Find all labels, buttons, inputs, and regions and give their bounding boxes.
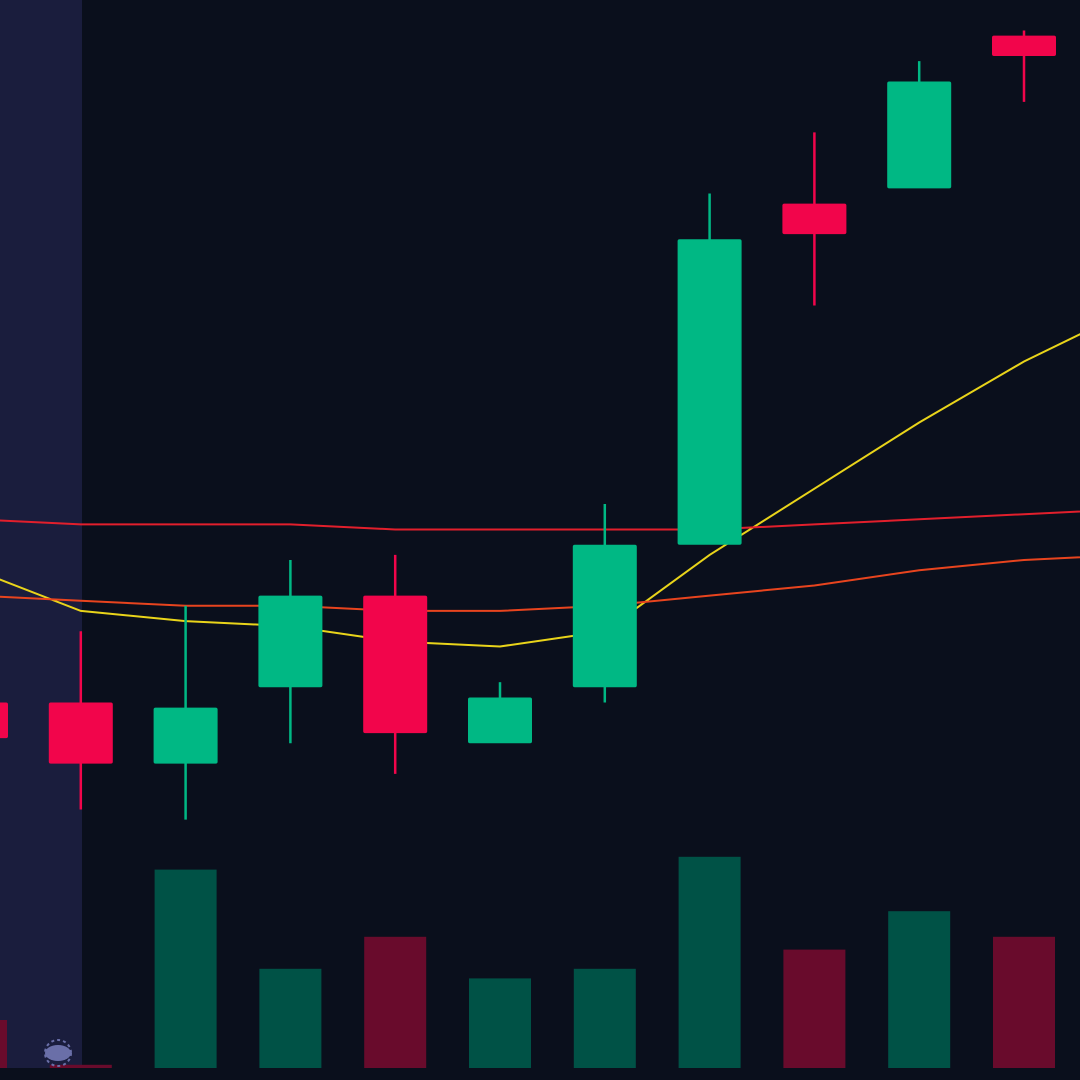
- slow-moving-average-line: [0, 510, 1080, 531]
- moving-average-layer: [0, 333, 1080, 648]
- mid-moving-average-line: [0, 556, 1080, 612]
- candle: [468, 682, 532, 744]
- candle-body: [572, 544, 637, 688]
- candle: [677, 193, 742, 545]
- candle-body: [992, 35, 1056, 56]
- candle-body: [363, 595, 428, 734]
- candle: [48, 631, 113, 810]
- volume-bar: [469, 978, 531, 1068]
- volume-bar: [783, 949, 846, 1068]
- candle-body: [468, 697, 532, 744]
- candle: [0, 702, 8, 739]
- volume-bar: [49, 1064, 112, 1068]
- volume-bar: [154, 869, 217, 1068]
- candle-body: [782, 203, 847, 235]
- candle-body: [887, 81, 952, 189]
- candle-body: [677, 239, 742, 545]
- settings-gear-icon[interactable]: [44, 1039, 72, 1067]
- volume-bar: [0, 1020, 7, 1068]
- candle: [363, 554, 428, 774]
- candle: [153, 605, 218, 820]
- candle: [887, 61, 952, 189]
- candle-body: [0, 702, 8, 739]
- candle: [782, 132, 847, 306]
- candle: [572, 504, 637, 703]
- history-highlight-band: [0, 0, 82, 1068]
- volume-bar: [364, 936, 427, 1068]
- fast-moving-average-line: [0, 333, 1080, 648]
- volume-bar: [678, 856, 741, 1068]
- candle-layer: [0, 30, 1056, 820]
- volume-bar: [888, 911, 951, 1068]
- candle: [992, 30, 1056, 102]
- candle-body: [153, 707, 218, 764]
- volume-layer: [0, 856, 1055, 1068]
- candle-body: [258, 595, 323, 688]
- candle-body: [48, 702, 113, 764]
- candle: [258, 560, 323, 744]
- volume-bar: [573, 968, 636, 1068]
- volume-bar: [993, 936, 1055, 1068]
- volume-bar: [259, 968, 322, 1068]
